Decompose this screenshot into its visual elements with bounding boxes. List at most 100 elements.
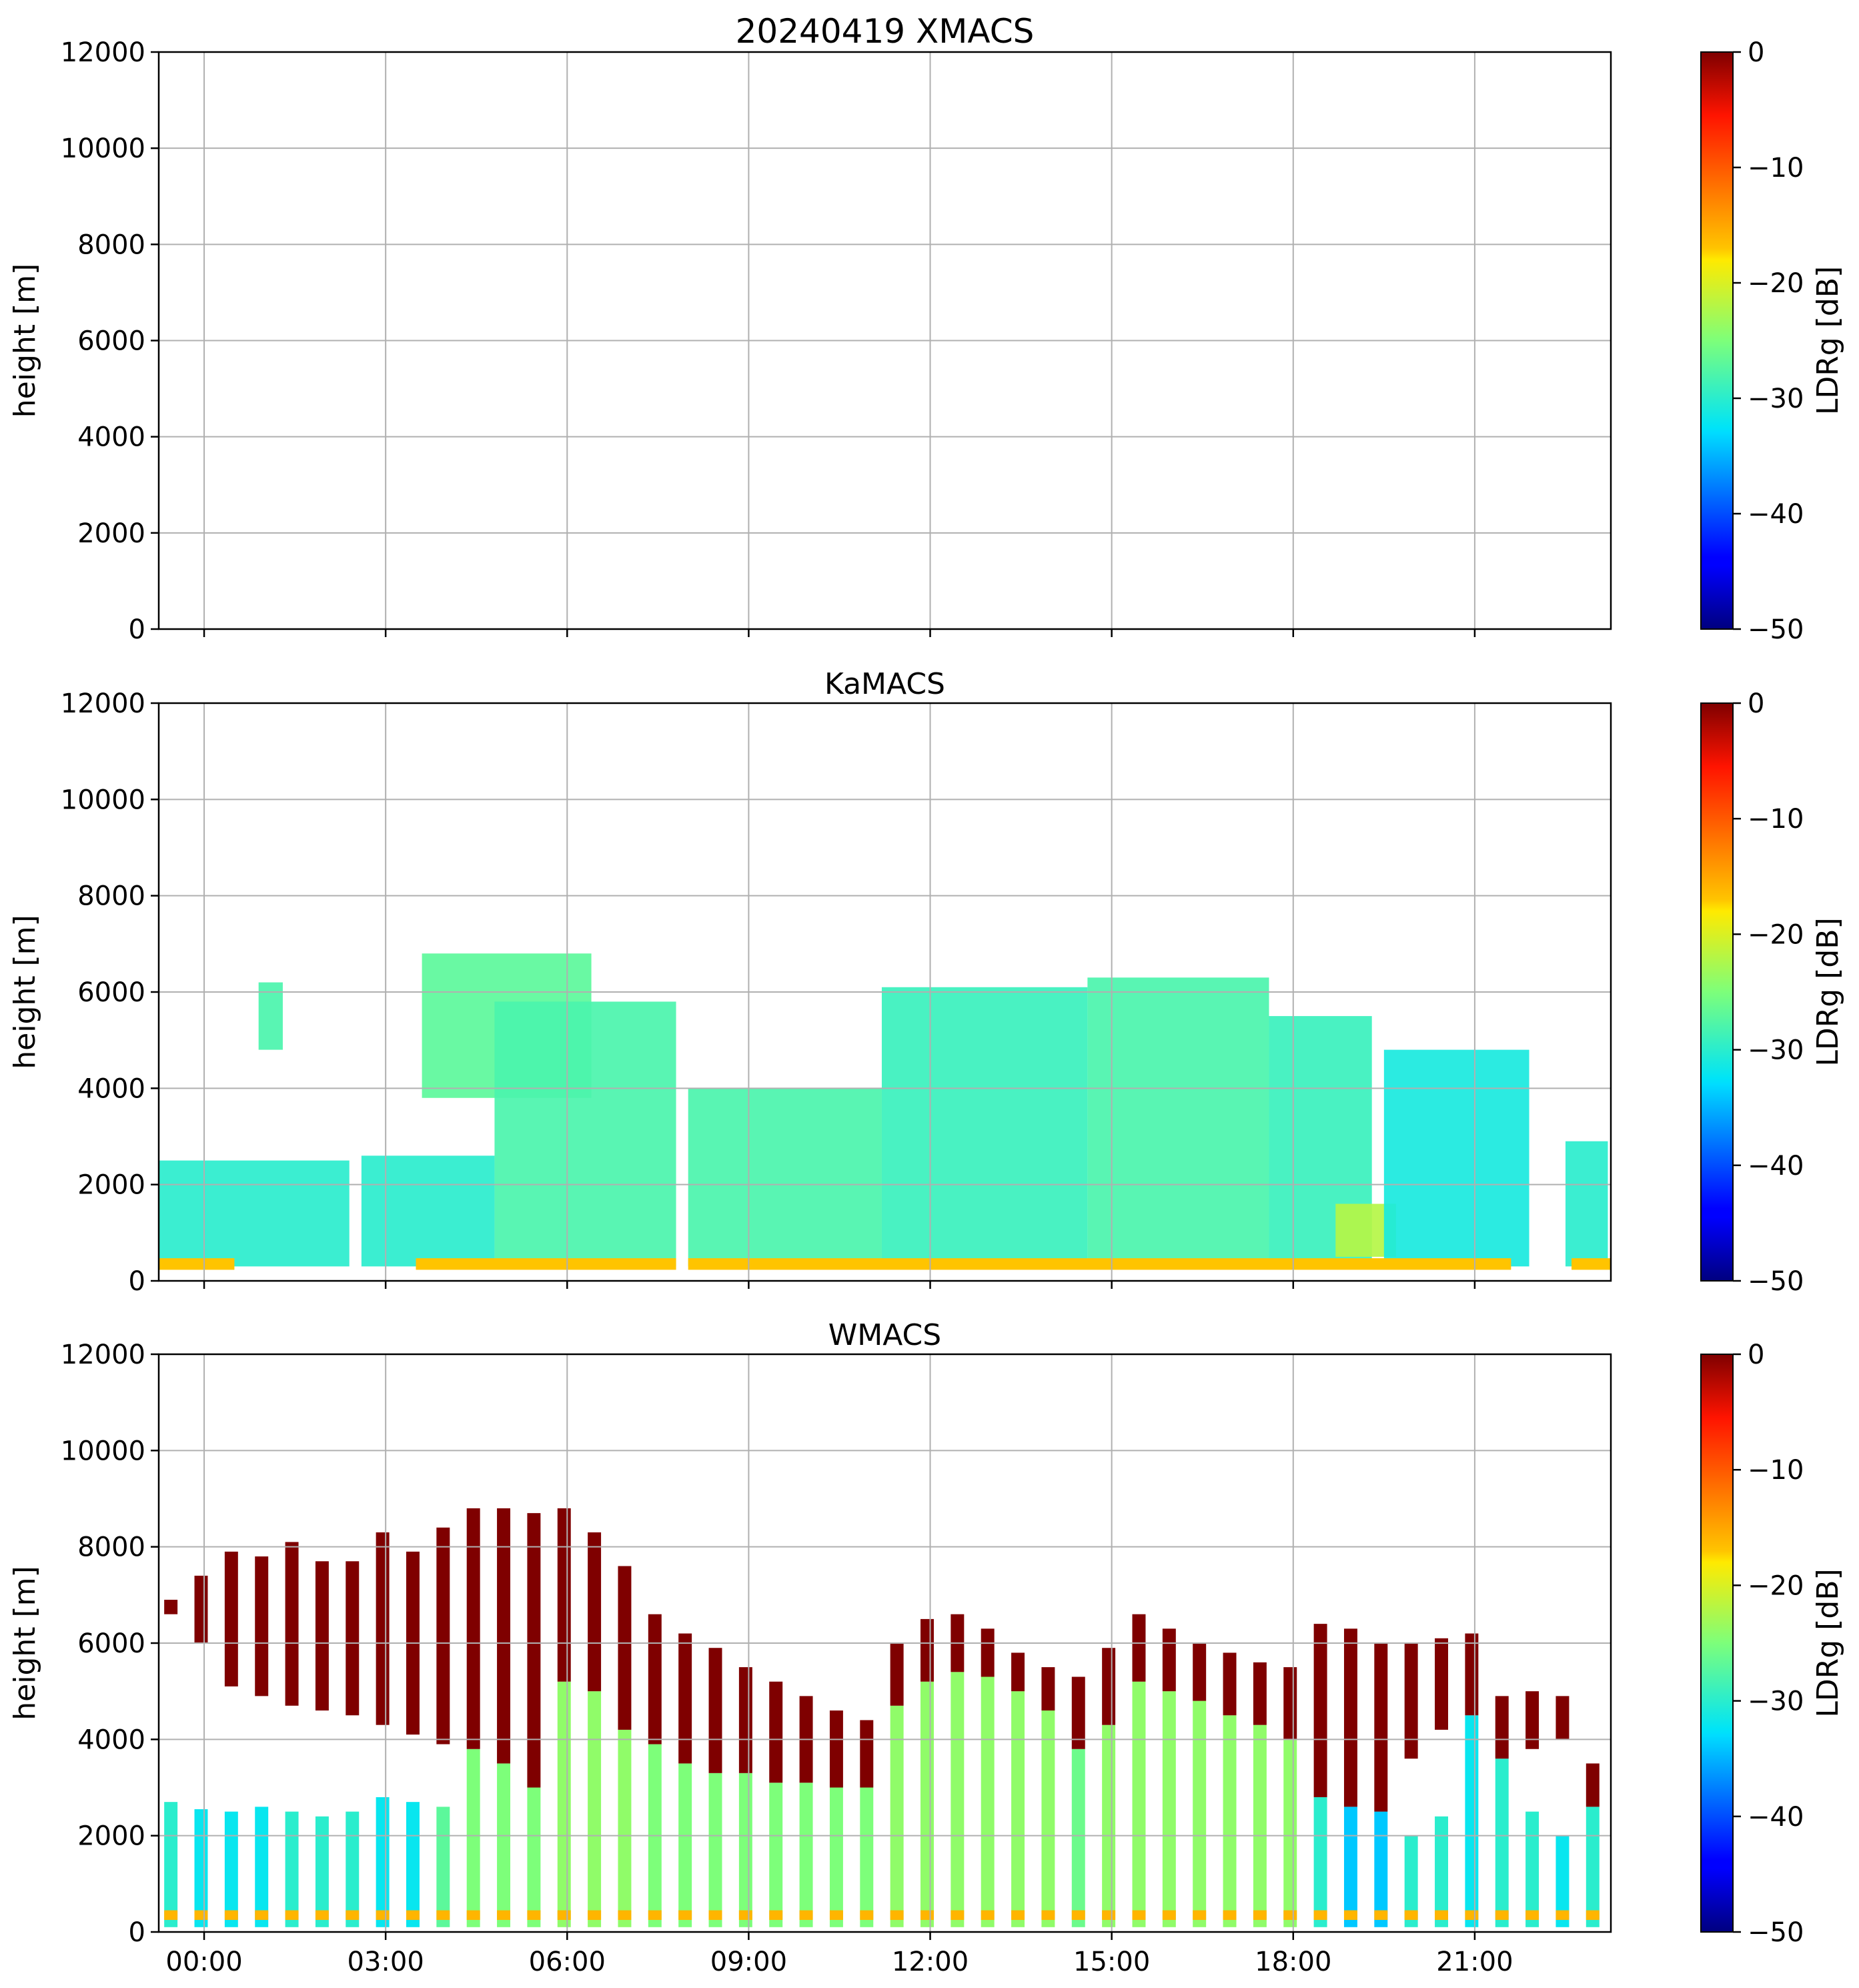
- stripe-upper: [466, 1508, 480, 1749]
- colorbar-tick-label: −30: [1748, 384, 1804, 414]
- stripe-upper: [1374, 1643, 1388, 1812]
- stripe-upper: [164, 1600, 178, 1614]
- colorbar-tick-label: −20: [1748, 268, 1804, 299]
- y-tick-label: 12000: [61, 37, 145, 68]
- y-tick-label: 10000: [61, 785, 145, 815]
- stripe-surface: [920, 1910, 934, 1920]
- stripe-surface: [769, 1910, 783, 1920]
- x-tick-label: 06:00: [529, 1947, 606, 1977]
- stripe-surface: [376, 1910, 390, 1920]
- y-tick-label: 10000: [61, 1436, 145, 1466]
- panel-title: WMACS: [828, 1318, 941, 1352]
- x-tick-label: 00:00: [165, 1947, 242, 1977]
- stripe-lower: [1313, 1797, 1327, 1927]
- stripe-surface: [648, 1910, 662, 1920]
- stripe-lower: [708, 1773, 722, 1927]
- y-tick-label: 4000: [77, 1724, 145, 1755]
- stripe-lower: [981, 1676, 995, 1927]
- stripe-upper: [1435, 1638, 1448, 1730]
- stripe-upper: [1283, 1667, 1297, 1740]
- y-tick-label: 8000: [77, 1532, 145, 1563]
- stripe-upper: [648, 1614, 662, 1745]
- panel-title: 20240419 XMACS: [736, 12, 1035, 51]
- stripe-lower: [1253, 1724, 1267, 1927]
- surface-band: [416, 1258, 676, 1270]
- panel-0: 0 2000 4000 6000 8000 10000 12000 20240419 XMAC…: [8, 12, 1845, 645]
- stripe-lower: [890, 1705, 904, 1927]
- stripe-upper: [1102, 1648, 1116, 1725]
- colorbar-tick-label: 0: [1748, 688, 1764, 719]
- stripe-upper: [678, 1633, 692, 1764]
- x-tick-label: 15:00: [1073, 1947, 1150, 1977]
- stripe-surface: [1011, 1910, 1025, 1920]
- cloud-layer: [1383, 1049, 1529, 1267]
- stripe-upper: [738, 1667, 752, 1773]
- stripe-surface: [1586, 1910, 1600, 1920]
- stripe-lower: [1223, 1715, 1237, 1927]
- y-tick-label: 4000: [77, 422, 145, 453]
- y-tick-label: 2000: [77, 518, 145, 549]
- colorbar-tick-label: −50: [1748, 1266, 1804, 1297]
- stripe-lower: [406, 1802, 420, 1927]
- stripe-surface: [1313, 1910, 1327, 1920]
- stripe-lower: [618, 1729, 632, 1927]
- stripe-surface: [406, 1910, 420, 1920]
- y-tick-label: 10000: [61, 133, 145, 164]
- cloud-layer: [1087, 977, 1269, 1267]
- stripe-surface: [527, 1910, 541, 1920]
- stripe-upper: [315, 1561, 329, 1711]
- stripe-upper: [860, 1720, 874, 1788]
- stripe-upper: [1404, 1643, 1418, 1759]
- stripe-surface: [1253, 1910, 1267, 1920]
- stripe-lower: [1404, 1835, 1418, 1927]
- stripe-lower: [678, 1763, 692, 1927]
- stripe-upper: [527, 1513, 541, 1788]
- colorbar-tick-label: −20: [1748, 919, 1804, 950]
- stripe-lower: [497, 1763, 511, 1927]
- stripe-lower: [1525, 1811, 1539, 1927]
- x-tick-label: 03:00: [348, 1947, 424, 1977]
- stripe-upper: [1193, 1643, 1207, 1701]
- stripe-lower: [1283, 1739, 1297, 1927]
- x-tick-label: 21:00: [1436, 1947, 1513, 1977]
- y-tick-label: 12000: [61, 688, 145, 719]
- colorbar-tick-label: −40: [1748, 1802, 1804, 1833]
- stripe-upper: [194, 1575, 208, 1643]
- stripe-upper: [588, 1532, 602, 1692]
- stripe-upper: [1495, 1696, 1509, 1759]
- stripe-upper: [1223, 1652, 1237, 1716]
- x-tick-label: 18:00: [1255, 1947, 1331, 1977]
- stripe-lower: [799, 1783, 813, 1927]
- stripe-surface: [224, 1910, 238, 1920]
- stripe-surface: [1374, 1910, 1388, 1920]
- colorbar-tick-label: −10: [1748, 153, 1804, 183]
- stripe-upper: [890, 1643, 904, 1706]
- panel-title: KaMACS: [824, 667, 945, 701]
- stripe-lower: [769, 1783, 783, 1927]
- stripe-lower: [1193, 1700, 1207, 1927]
- stripe-lower: [588, 1691, 602, 1927]
- stripe-surface: [1404, 1910, 1418, 1920]
- colorbar-tick-label: −30: [1748, 1686, 1804, 1717]
- y-tick-label: 12000: [61, 1340, 145, 1370]
- stripe-upper: [1041, 1667, 1055, 1711]
- colorbar: [1700, 1354, 1734, 1933]
- stripe-lower: [557, 1681, 571, 1927]
- stripe-surface: [799, 1910, 813, 1920]
- cloud-layer: [688, 1088, 882, 1267]
- stripe-lower: [164, 1802, 178, 1927]
- stripe-surface: [951, 1910, 965, 1920]
- stripe-upper: [1132, 1614, 1146, 1682]
- cloud-layer: [159, 1160, 350, 1267]
- colorbar-tick-label: −50: [1748, 1917, 1804, 1948]
- colorbar: [1700, 702, 1734, 1282]
- stripe-lower: [285, 1811, 299, 1927]
- stripe-lower: [194, 1809, 208, 1927]
- stripe-surface: [678, 1910, 692, 1920]
- stripe-surface: [194, 1910, 208, 1920]
- y-tick-label: 6000: [77, 1628, 145, 1659]
- y-tick-label: 6000: [77, 977, 145, 1008]
- stripe-lower: [1586, 1807, 1600, 1927]
- stripe-surface: [588, 1910, 602, 1920]
- y-tick-label: 2000: [77, 1821, 145, 1852]
